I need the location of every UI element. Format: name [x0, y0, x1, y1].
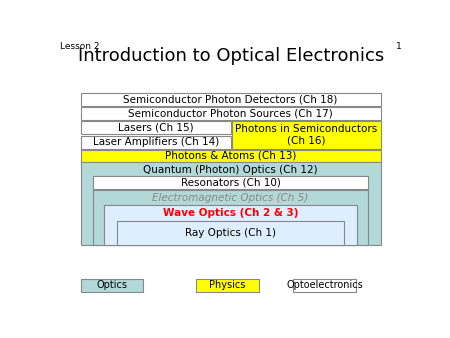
Bar — [81, 279, 144, 292]
Bar — [81, 107, 381, 120]
Text: Semiconductor Photon Detectors (Ch 18): Semiconductor Photon Detectors (Ch 18) — [123, 94, 338, 104]
Text: Laser Amplifiers (Ch 14): Laser Amplifiers (Ch 14) — [93, 137, 219, 147]
Bar — [196, 279, 259, 292]
Text: Lasers (Ch 15): Lasers (Ch 15) — [118, 123, 194, 133]
Bar — [81, 162, 381, 245]
Text: Quantum (Photon) Optics (Ch 12): Quantum (Photon) Optics (Ch 12) — [143, 165, 318, 175]
Text: Introduction to Optical Electronics: Introduction to Optical Electronics — [77, 47, 384, 65]
Bar — [293, 279, 356, 292]
Text: Physics: Physics — [209, 280, 245, 290]
Text: Optics: Optics — [97, 280, 127, 290]
Bar — [232, 121, 381, 149]
Bar — [81, 121, 230, 134]
Bar — [81, 93, 381, 105]
Text: Ray Optics (Ch 1): Ray Optics (Ch 1) — [185, 228, 276, 238]
Text: Semiconductor Photon Sources (Ch 17): Semiconductor Photon Sources (Ch 17) — [128, 108, 333, 118]
Text: Photons & Atoms (Ch 13): Photons & Atoms (Ch 13) — [165, 151, 296, 161]
Bar — [104, 204, 357, 245]
Text: Lesson 2: Lesson 2 — [60, 42, 99, 51]
Bar — [93, 176, 369, 189]
Text: Photons in Semiconductors
(Ch 16): Photons in Semiconductors (Ch 16) — [235, 124, 378, 146]
Bar — [93, 190, 369, 245]
Bar — [81, 150, 381, 162]
Text: 1: 1 — [396, 42, 401, 51]
Text: Electromagnetic Optics (Ch 5): Electromagnetic Optics (Ch 5) — [153, 193, 309, 203]
Bar — [81, 136, 230, 149]
Bar — [117, 221, 344, 245]
Text: Resonators (Ch 10): Resonators (Ch 10) — [181, 178, 280, 188]
Text: Wave Optics (Ch 2 & 3): Wave Optics (Ch 2 & 3) — [163, 208, 298, 218]
Text: Optoelectronics: Optoelectronics — [286, 280, 363, 290]
